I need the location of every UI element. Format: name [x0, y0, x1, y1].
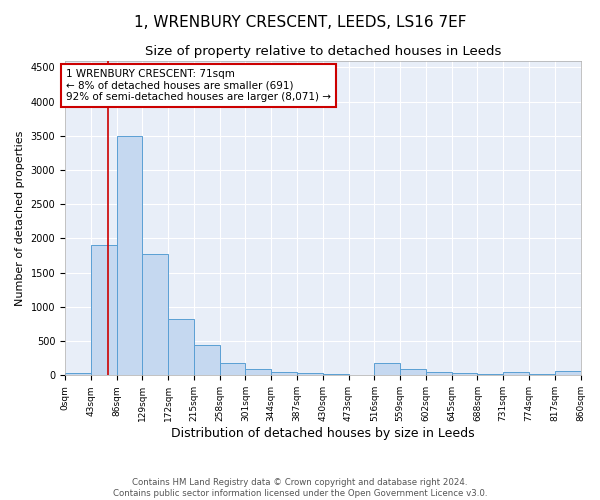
Bar	[142, 254, 168, 376]
Bar	[91, 246, 116, 376]
Bar	[400, 368, 426, 376]
Bar	[349, 374, 374, 376]
X-axis label: Distribution of detached houses by size in Leeds: Distribution of detached houses by size …	[171, 427, 475, 440]
Bar	[426, 372, 452, 376]
Bar	[220, 364, 245, 376]
Bar	[297, 374, 323, 376]
Bar	[374, 364, 400, 376]
Bar	[323, 374, 349, 376]
Bar	[65, 372, 91, 376]
Bar	[116, 136, 142, 376]
Bar	[503, 372, 529, 376]
Bar	[452, 374, 478, 376]
Bar	[194, 344, 220, 376]
Text: 1 WRENBURY CRESCENT: 71sqm
← 8% of detached houses are smaller (691)
92% of semi: 1 WRENBURY CRESCENT: 71sqm ← 8% of detac…	[66, 69, 331, 102]
Bar	[271, 372, 297, 376]
Text: Contains HM Land Registry data © Crown copyright and database right 2024.
Contai: Contains HM Land Registry data © Crown c…	[113, 478, 487, 498]
Bar	[555, 371, 581, 376]
Text: 1, WRENBURY CRESCENT, LEEDS, LS16 7EF: 1, WRENBURY CRESCENT, LEEDS, LS16 7EF	[134, 15, 466, 30]
Bar	[529, 374, 555, 376]
Y-axis label: Number of detached properties: Number of detached properties	[15, 130, 25, 306]
Bar	[245, 368, 271, 376]
Bar	[168, 319, 194, 376]
Title: Size of property relative to detached houses in Leeds: Size of property relative to detached ho…	[145, 45, 501, 58]
Bar	[478, 374, 503, 376]
